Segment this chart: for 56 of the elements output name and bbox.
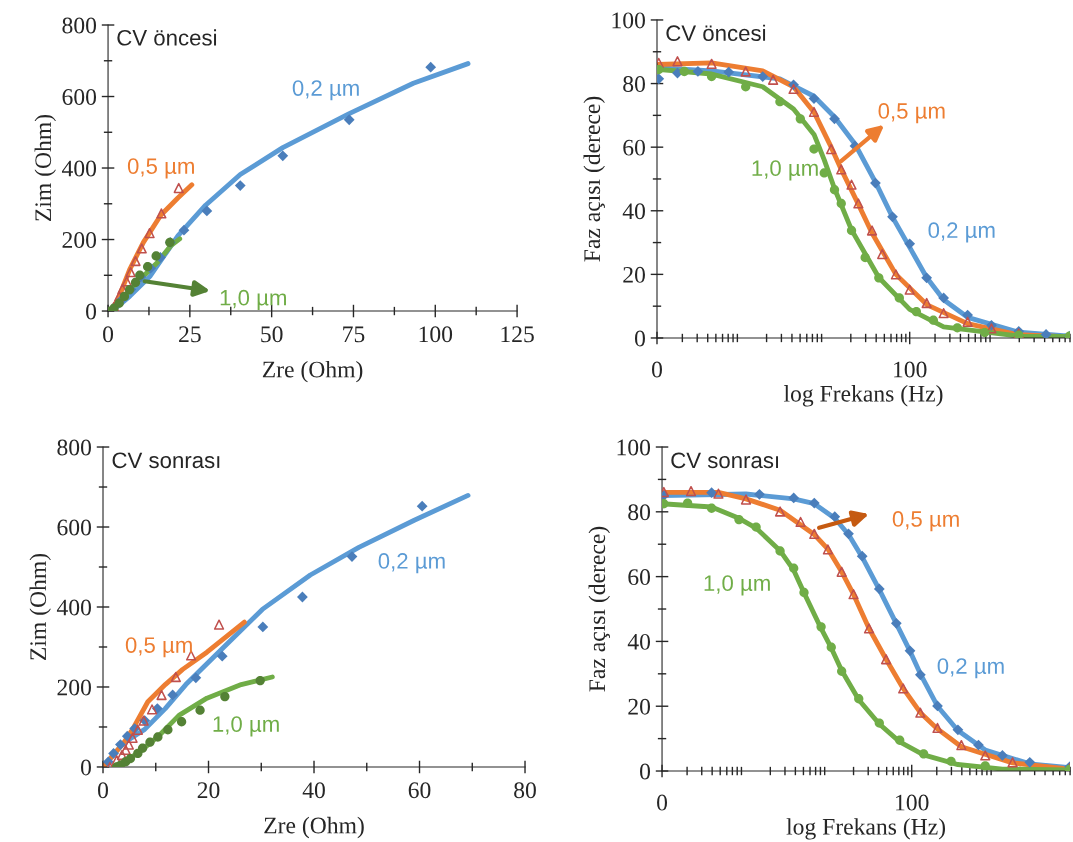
annotation: 1,0 µm <box>220 289 286 310</box>
x-tick-label: 0 <box>103 326 114 343</box>
y-tick-label: 800 <box>57 439 91 456</box>
x-tick-label: 80 <box>514 782 536 799</box>
y-tick-label: 200 <box>57 679 91 696</box>
y-tick-label: 600 <box>62 89 97 105</box>
x-tick-label: 100 <box>419 326 453 343</box>
x-tick-label: 0 <box>98 782 109 799</box>
x-tick-label: 50 <box>261 326 283 343</box>
annotation: 0,5 µm <box>878 103 945 124</box>
y-tick-label: 0 <box>86 303 97 320</box>
y-tick-label: 600 <box>57 519 91 536</box>
y-tick-label: 400 <box>56 599 91 616</box>
y-tick-label: 800 <box>62 17 97 34</box>
y-tick-label: 400 <box>61 160 97 177</box>
chart-title: CV sonrası <box>112 452 220 469</box>
y-tick-label: 0 <box>640 763 651 780</box>
y-tick-label: 80 <box>623 76 645 92</box>
annotation: 0,2 µm <box>928 222 995 243</box>
x-axis-title: Zre (Ohm) <box>262 360 363 383</box>
x-tick-label: 20 <box>197 782 220 799</box>
x-tick-label: 125 <box>501 326 534 343</box>
annotation: 0,5 µm <box>125 637 192 658</box>
annotation: 0,2 µm <box>378 553 445 574</box>
annotation: 1,0 µm <box>752 160 818 181</box>
chart-title: CV sonrası <box>671 452 778 469</box>
annotation: 0,2 µm <box>292 80 359 101</box>
y-tick-label: 60 <box>628 569 651 586</box>
y-tick-label: 20 <box>623 266 645 283</box>
x-tick-label: 40 <box>302 782 325 799</box>
x-tick-label: 60 <box>408 782 431 799</box>
y-tick-label: 60 <box>623 139 645 156</box>
annotation: 1,0 µm <box>213 716 279 737</box>
y-axis-title: Faz açısı (derece) <box>583 96 605 262</box>
annotation: 0,5 µm <box>127 158 194 179</box>
annotation: 0,5 µm <box>892 511 959 532</box>
y-tick-label: 40 <box>622 203 645 220</box>
annotation: 1,0 µm <box>704 575 770 596</box>
y-axis-title: Zim (Ohm) <box>34 114 56 221</box>
y-tick-label: 100 <box>612 12 645 29</box>
x-axis-title: Zre (Ohm) <box>264 816 364 839</box>
x-tick-label: 25 <box>179 326 201 343</box>
y-tick-label: 80 <box>628 504 651 521</box>
x-axis-title: log Frekans (Hz) <box>786 818 946 840</box>
annotation: 0,2 µm <box>937 658 1004 679</box>
y-tick-label: 100 <box>617 439 651 456</box>
y-axis-title: Zim (Ohm) <box>29 553 51 660</box>
y-axis-title: Faz açısı (derece) <box>588 526 610 692</box>
y-tick-label: 20 <box>628 698 651 715</box>
x-tick-label: 75 <box>343 326 365 343</box>
chart-title: CV öncesi <box>117 29 217 46</box>
y-tick-label: 200 <box>62 232 97 248</box>
x-axis-title: log Frekans (Hz) <box>783 385 943 407</box>
y-tick-label: 0 <box>80 759 91 776</box>
chart-title: CV öncesi <box>666 24 766 42</box>
y-tick-label: 40 <box>627 633 651 650</box>
